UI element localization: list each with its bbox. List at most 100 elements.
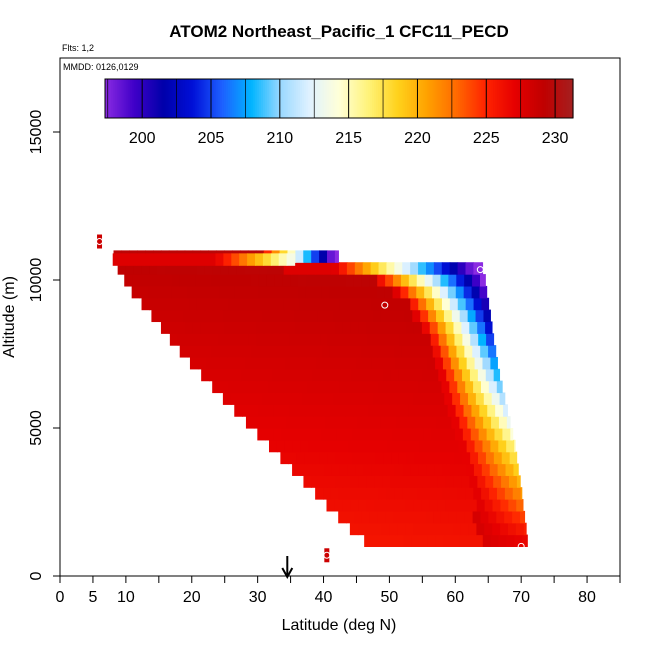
heatmap-cell <box>475 416 484 429</box>
heatmap-cell <box>393 345 402 358</box>
heatmap-cell <box>447 404 457 417</box>
heatmap-cell <box>501 475 510 488</box>
heatmap-cell <box>373 499 383 512</box>
heatmap-cell <box>488 380 498 394</box>
heatmap-cell <box>411 534 421 547</box>
heatmap-cell <box>227 274 236 287</box>
heatmap-cell <box>411 439 420 453</box>
heatmap-cell <box>270 392 279 405</box>
colorbar-segment <box>292 79 295 118</box>
heatmap-cell <box>335 451 345 465</box>
heatmap-cell <box>373 522 383 536</box>
heatmap-cell <box>155 274 165 287</box>
y-tick-label: 10000 <box>28 258 45 303</box>
heatmap-cell <box>379 534 389 547</box>
colorbar-segment <box>350 79 354 118</box>
heatmap-cell <box>453 321 462 334</box>
heatmap-cell <box>400 285 409 299</box>
heatmap-cell <box>301 309 311 323</box>
heatmap-cell <box>327 475 336 488</box>
heatmap-cell <box>501 451 511 465</box>
heatmap-cell <box>493 475 502 488</box>
heatmap-cell <box>208 321 217 334</box>
heatmap-cell <box>253 356 262 370</box>
colorbar-segment <box>276 79 280 118</box>
heatmap-cell <box>124 274 133 287</box>
heatmap-cell <box>416 404 425 417</box>
heatmap-cell <box>440 510 450 524</box>
heatmap-cell <box>380 416 389 429</box>
colorbar-segment <box>409 79 412 118</box>
colorbar-segment <box>262 79 266 118</box>
heatmap-cell <box>508 499 517 512</box>
heatmap-cell <box>202 285 212 299</box>
heatmap-cell <box>370 262 380 275</box>
heatmap-cell <box>284 356 294 370</box>
heatmap-cell <box>440 345 450 358</box>
heatmap-cell <box>308 356 318 370</box>
heatmap-cell <box>514 534 523 547</box>
heatmap-cell <box>427 416 437 429</box>
heatmap-cell <box>476 499 486 512</box>
heatmap-cell <box>425 510 434 524</box>
heatmap-cell <box>192 321 202 334</box>
heatmap-cell <box>406 475 415 488</box>
heatmap-cell <box>386 262 395 275</box>
heatmap-cell <box>347 297 356 311</box>
colorbar-segment <box>364 79 367 118</box>
heatmap-cell <box>247 253 256 266</box>
heatmap-cell <box>475 392 485 405</box>
colorbar-segment <box>407 79 410 118</box>
heatmap-cell <box>303 368 313 382</box>
heatmap-cell <box>402 463 412 476</box>
heatmap-cell <box>352 404 362 417</box>
heatmap-cell <box>262 309 271 323</box>
heatmap-cell <box>233 333 242 346</box>
heatmap-cell <box>323 262 332 275</box>
heatmap-cell <box>312 451 321 465</box>
heatmap-cell <box>383 451 392 465</box>
colorbar-segment <box>243 79 246 118</box>
heatmap-cell <box>483 309 491 323</box>
heatmap-cell <box>465 262 475 275</box>
y-tick-label: 0 <box>28 571 45 580</box>
heatmap-cell <box>393 510 403 524</box>
heatmap-cell <box>391 451 400 465</box>
heatmap-cell <box>168 321 178 334</box>
y-tick-label: 15000 <box>28 110 45 155</box>
heatmap-cell <box>341 392 350 405</box>
heatmap-cell <box>320 428 330 441</box>
colorbar-segment <box>444 79 447 118</box>
heatmap-cell <box>401 380 411 394</box>
colorbar-segment <box>565 79 568 118</box>
heatmap-cell <box>449 297 459 311</box>
heatmap-cell <box>299 463 309 476</box>
heatmap-cell <box>437 499 446 512</box>
heatmap-cell <box>492 499 502 512</box>
colorbar-segment <box>106 79 110 118</box>
heatmap-cell <box>441 380 450 394</box>
heatmap-cell <box>250 345 260 358</box>
heatmap-cell <box>246 309 255 323</box>
heatmap-cell <box>309 309 319 323</box>
heatmap-cell <box>336 428 345 441</box>
heatmap-cell <box>473 297 483 311</box>
heatmap-cell <box>414 475 423 488</box>
heatmap-cell <box>289 404 299 417</box>
heatmap-cell <box>410 262 419 275</box>
heatmap-cell <box>450 463 459 476</box>
heatmap-cell <box>446 368 455 382</box>
colorbar-segment <box>493 79 496 118</box>
heatmap-cell <box>504 487 514 500</box>
heatmap-cell <box>447 428 456 441</box>
colorbar-segment <box>118 79 122 118</box>
heatmap-cell <box>292 463 301 476</box>
heatmap-cell <box>306 345 315 358</box>
colorbar-segment <box>229 79 233 118</box>
colorbar-segment <box>530 79 533 118</box>
heatmap-cell <box>490 534 500 547</box>
colorbar-segment <box>231 79 235 118</box>
colorbar-segment <box>348 79 352 118</box>
colorbar-segment <box>188 79 192 118</box>
colorbar-segment <box>272 79 276 118</box>
